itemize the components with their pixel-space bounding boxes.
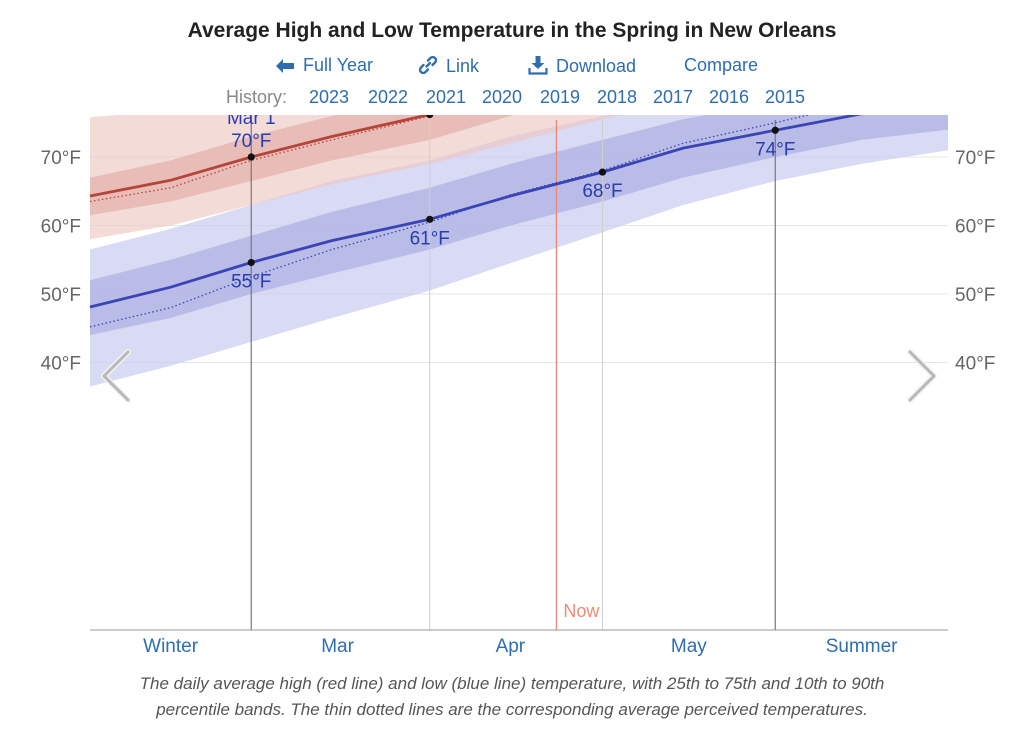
history-year-2017[interactable]: 2017 bbox=[653, 87, 694, 107]
y-tick-label-right: 70°F bbox=[955, 148, 995, 169]
caption-line-2: percentile bands. The thin dotted lines … bbox=[156, 700, 868, 719]
history-year-2019[interactable]: 2019 bbox=[540, 87, 581, 107]
annotation-point bbox=[247, 258, 255, 267]
y-tick-label-left: 70°F bbox=[41, 148, 81, 169]
history-label: History: bbox=[226, 87, 288, 107]
low-band-10-90 bbox=[90, 115, 948, 387]
y-tick-label-right: 40°F bbox=[955, 354, 995, 375]
next-chevron-stroke bbox=[908, 350, 936, 402]
annotation-point bbox=[598, 168, 607, 176]
annotation-point bbox=[771, 126, 779, 134]
annotation-point bbox=[426, 115, 434, 119]
history-year-2023[interactable]: 2023 bbox=[309, 87, 350, 107]
annotation-value-label: 55°F bbox=[231, 271, 271, 292]
chart-toolbar: Full Year Link Download Compare bbox=[0, 55, 1024, 79]
history-year-2016[interactable]: 2016 bbox=[709, 87, 750, 107]
next-chevron-icon[interactable] bbox=[907, 349, 937, 403]
link-icon bbox=[418, 55, 438, 75]
history-year-2018[interactable]: 2018 bbox=[597, 87, 638, 107]
annotation-date-label: Mar 1 bbox=[227, 115, 276, 129]
high-average-line bbox=[89, 115, 434, 198]
annotation-value-label: 61°F bbox=[410, 228, 450, 249]
y-tick-label-left: 60°F bbox=[41, 217, 81, 238]
annotation-value-label: 74°F bbox=[755, 139, 795, 160]
low-average-line bbox=[89, 115, 864, 309]
x-section-label: Mar bbox=[321, 636, 354, 657]
arrow-left-icon bbox=[276, 59, 294, 73]
history-year-2015[interactable]: 2015 bbox=[765, 87, 806, 107]
history-year-2022[interactable]: 2022 bbox=[368, 87, 409, 107]
history-year-2020[interactable]: 2020 bbox=[482, 87, 523, 107]
full-year-label: Full Year bbox=[303, 55, 374, 75]
x-section-label: May bbox=[671, 636, 707, 657]
download-button[interactable]: Download bbox=[528, 55, 636, 77]
y-tick-label-right: 60°F bbox=[955, 217, 995, 238]
now-label: Now bbox=[563, 601, 600, 621]
chart-caption: The daily average high (red line) and lo… bbox=[0, 671, 1024, 723]
next-chevron-halo bbox=[907, 349, 937, 403]
page-title: Average High and Low Temperature in the … bbox=[187, 19, 837, 42]
temperature-chart: 40°F40°F50°F50°F60°F60°F70°F70°F80°F80°F… bbox=[41, 115, 995, 657]
y-tick-label-left: 50°F bbox=[41, 285, 81, 306]
caption-line-1: The daily average high (red line) and lo… bbox=[139, 674, 885, 693]
low-band-25-75 bbox=[90, 115, 948, 336]
annotation-point bbox=[247, 153, 255, 161]
x-section-label: Summer bbox=[826, 636, 898, 657]
full-year-link[interactable]: Full Year bbox=[275, 55, 373, 76]
x-section-label: Apr bbox=[496, 636, 526, 657]
annotation-value-label: 68°F bbox=[582, 181, 622, 202]
high-band-25-75 bbox=[90, 115, 515, 216]
compare-button[interactable]: Compare bbox=[684, 55, 759, 75]
y-tick-label-left: 40°F bbox=[41, 354, 81, 375]
annotation-value-label: 70°F bbox=[231, 131, 271, 152]
link-label: Link bbox=[446, 56, 480, 76]
annotation-point bbox=[426, 215, 434, 223]
x-section-label: Winter bbox=[143, 636, 199, 657]
prev-chevron-icon[interactable] bbox=[101, 349, 131, 403]
y-tick-label-right: 50°F bbox=[955, 285, 995, 306]
history-year-2021[interactable]: 2021 bbox=[426, 87, 467, 107]
prev-chevron-stroke bbox=[102, 350, 130, 402]
history-bar: History: 2023 2022 2021 2020 2019 2018 2… bbox=[0, 87, 1024, 111]
link-button[interactable]: Link bbox=[418, 55, 479, 77]
download-label: Download bbox=[556, 56, 637, 76]
download-icon bbox=[528, 56, 548, 75]
